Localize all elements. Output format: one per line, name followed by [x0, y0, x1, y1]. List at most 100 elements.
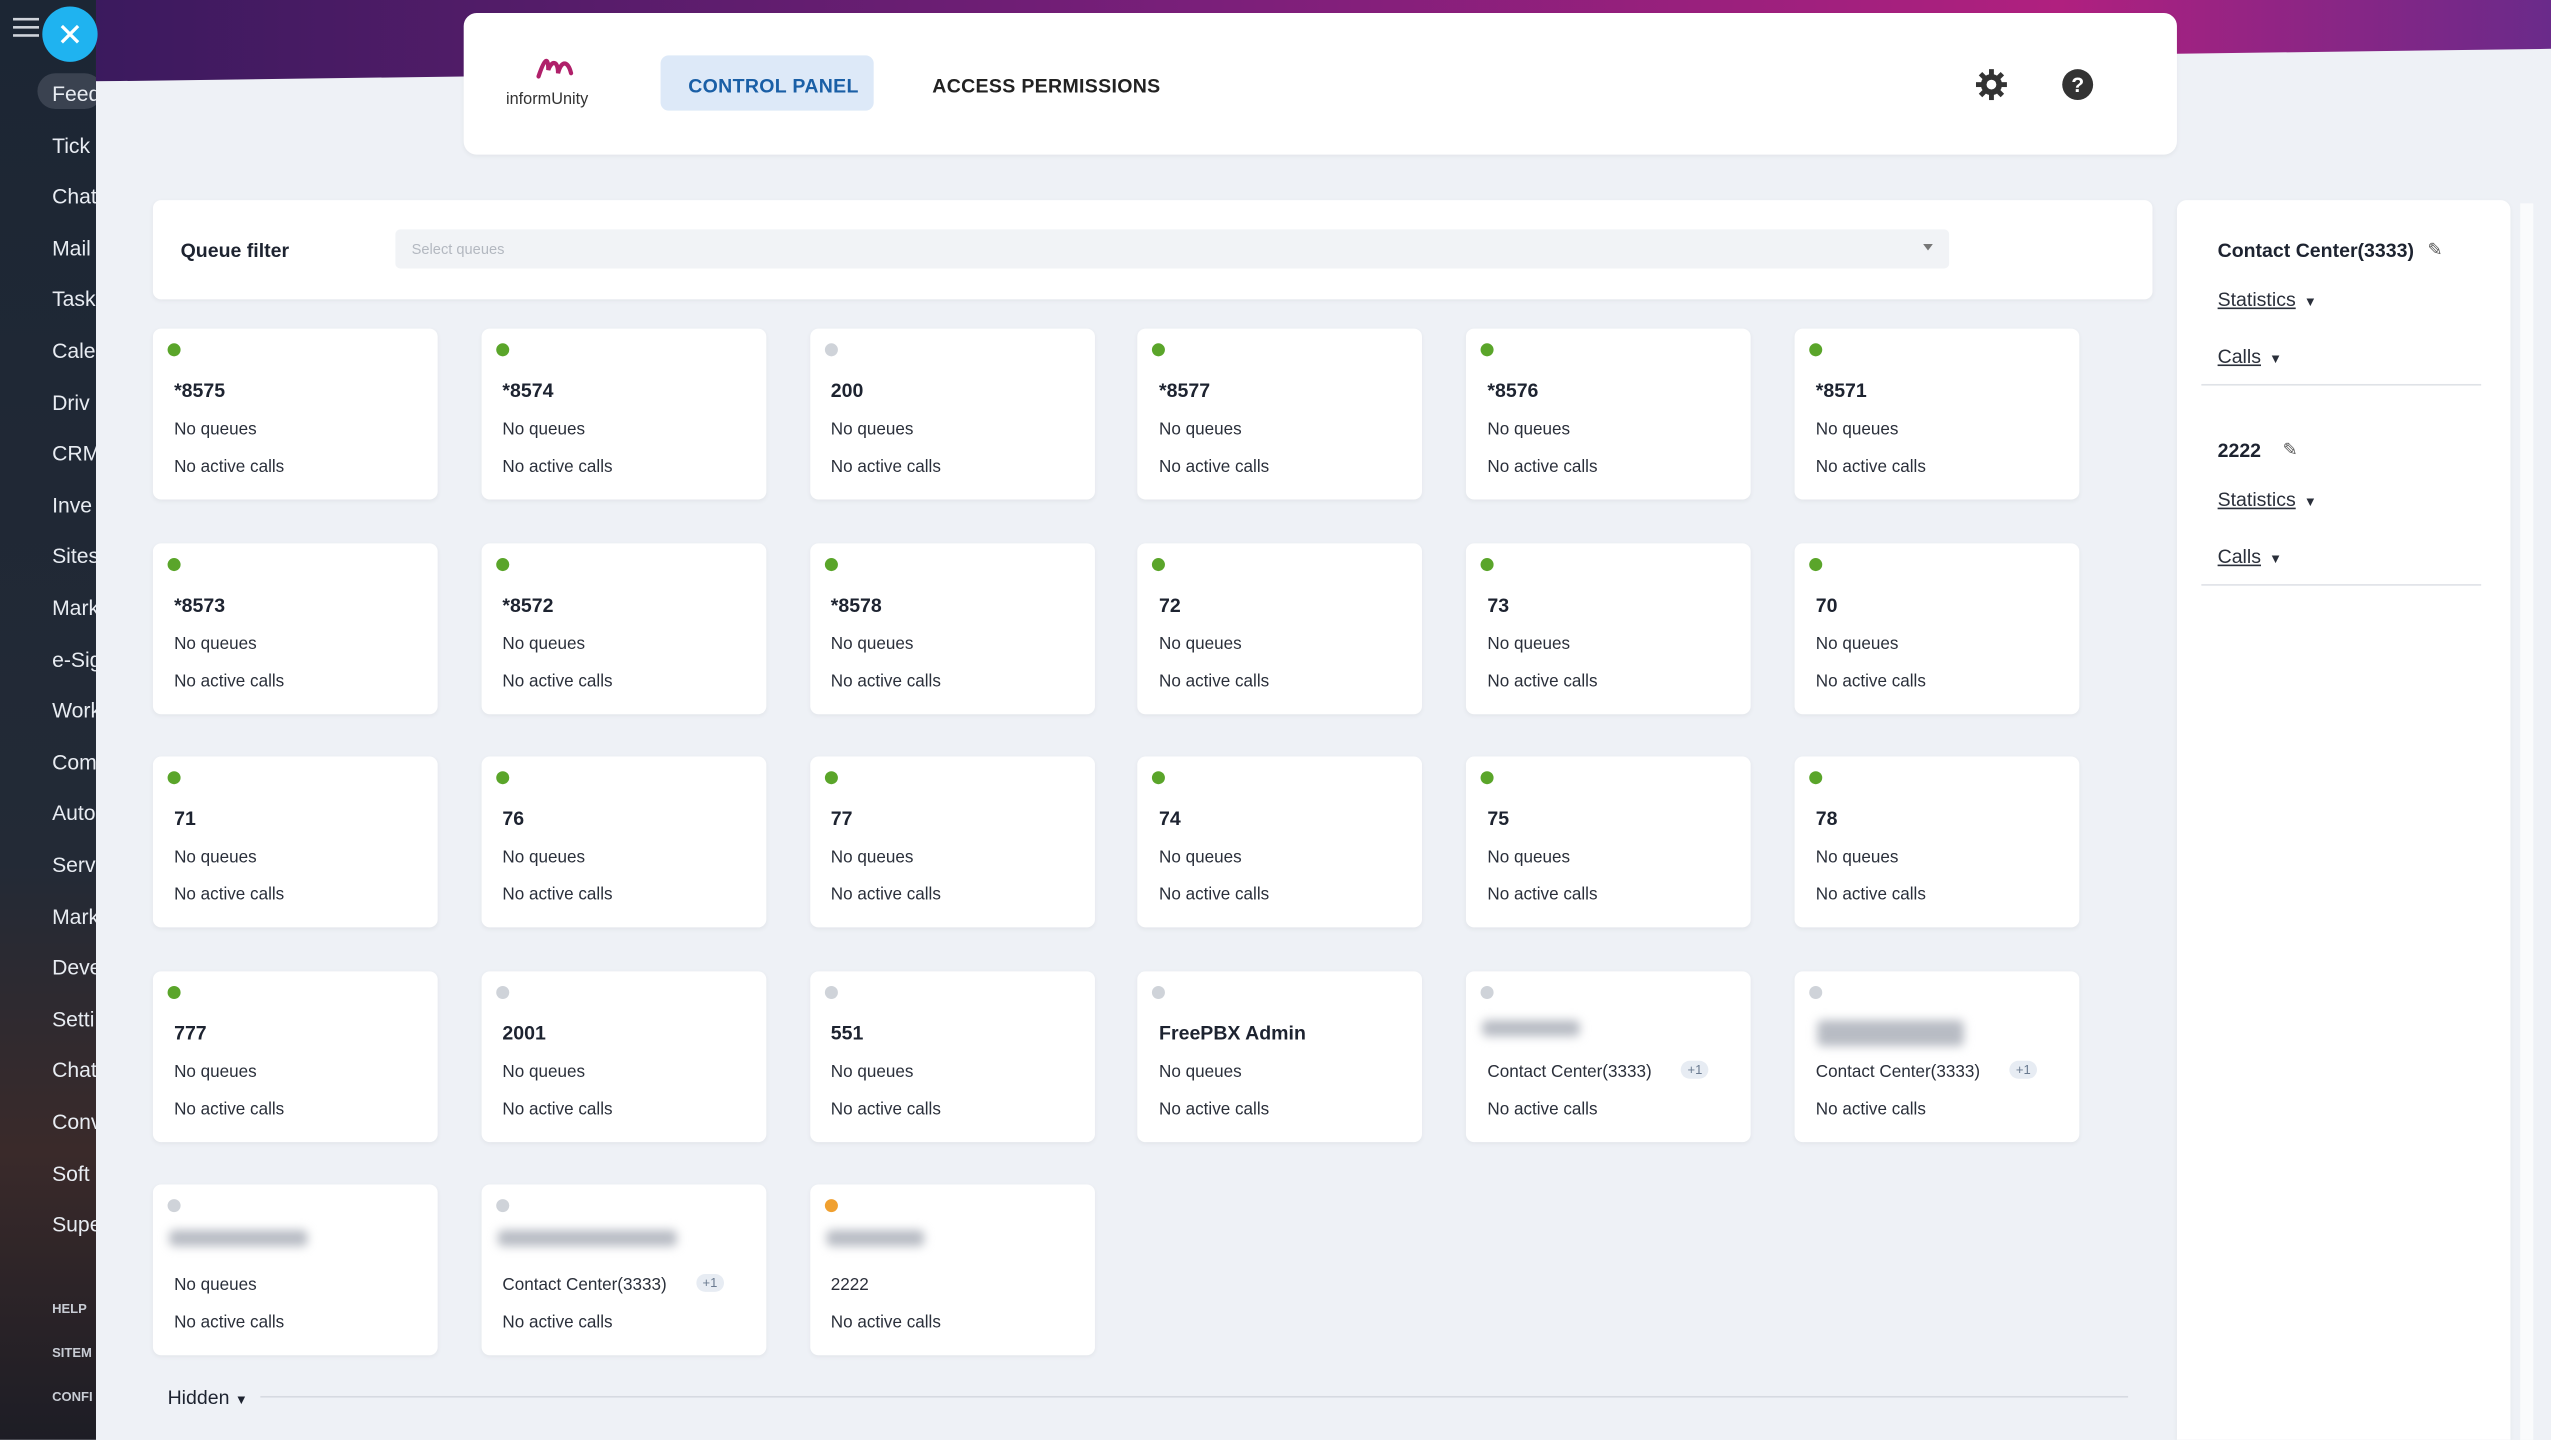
- extension-card[interactable]: Contact Center(3333) +1 No active calls: [1794, 970, 2080, 1142]
- nav-item[interactable]: Tick: [52, 132, 91, 158]
- extension-card[interactable]: *8571 No queues No active calls: [1794, 328, 2080, 500]
- extension-card[interactable]: 551 No queues No active calls: [809, 970, 1095, 1142]
- nav-item[interactable]: Chat: [52, 1058, 96, 1083]
- calls-text: No active calls: [502, 671, 613, 691]
- extension-card[interactable]: *8575 No queues No active calls: [152, 328, 438, 500]
- calls-text: No active calls: [502, 457, 613, 477]
- queues-text: No queues: [1159, 847, 1242, 868]
- extension-card[interactable]: 70 No queues No active calls: [1794, 542, 2080, 714]
- extension-card[interactable]: 71 No queues No active calls: [152, 756, 438, 928]
- extension-card[interactable]: *8578 No queues No active calls: [809, 542, 1095, 714]
- nav-item[interactable]: Supe: [52, 1212, 96, 1237]
- extension-card[interactable]: 2222 No active calls: [809, 1184, 1095, 1356]
- nav-item[interactable]: Deve: [52, 955, 96, 980]
- calls-text: No active calls: [502, 1099, 613, 1119]
- calls-text: No active calls: [830, 1099, 941, 1119]
- extension-card[interactable]: *8574 No queues No active calls: [481, 328, 766, 500]
- nav-item[interactable]: Task: [52, 286, 96, 312]
- link-label[interactable]: Statistics: [2217, 488, 2296, 511]
- extension-card[interactable]: FreePBX Admin No queues No active calls: [1137, 970, 1423, 1142]
- panel-link[interactable]: Calls ▼: [2218, 545, 2282, 568]
- extension-card[interactable]: 76 No queues No active calls: [481, 756, 766, 928]
- extension-card[interactable]: 73 No queues No active calls: [1466, 542, 1751, 714]
- panel-link[interactable]: Statistics ▼: [2218, 488, 2317, 511]
- nav-item[interactable]: Com: [52, 749, 96, 775]
- queues-text: 2222: [830, 1275, 869, 1296]
- panel-link[interactable]: Statistics ▼: [2218, 288, 2317, 311]
- nav-item[interactable]: Sites: [52, 544, 96, 569]
- nav-item[interactable]: Conv: [52, 1109, 96, 1135]
- queues-text: No queues: [1487, 633, 1571, 654]
- nav-item[interactable]: Mark: [52, 595, 96, 620]
- calls-text: No active calls: [830, 1312, 941, 1333]
- divider: [2201, 383, 2482, 386]
- edit-icon[interactable]: ✎: [2427, 240, 2443, 261]
- caret: ▼: [234, 1392, 248, 1408]
- extension-card[interactable]: *8577 No queues No active calls: [1137, 328, 1423, 500]
- nav-item[interactable]: e-Sig: [52, 646, 96, 672]
- tab[interactable]: CONTROL PANEL: [688, 74, 859, 98]
- right-panel: [2176, 200, 2511, 1440]
- nav-item[interactable]: Mail: [52, 235, 91, 260]
- caret: ▼: [2303, 294, 2317, 310]
- extension-card[interactable]: No queues No active calls: [152, 1184, 438, 1356]
- queues-text: No queues: [830, 847, 914, 868]
- caret: ▼: [2269, 351, 2283, 367]
- extension-name: FreePBX Admin: [1159, 1020, 1306, 1044]
- calls-text: No active calls: [1159, 457, 1270, 477]
- nav-item[interactable]: Mark: [52, 903, 96, 929]
- edit-icon[interactable]: ✎: [2282, 440, 2298, 461]
- nav-footer[interactable]: HELP: [52, 1301, 87, 1317]
- extension-card[interactable]: Contact Center(3333) +1 No active calls: [481, 1184, 766, 1356]
- extension-card[interactable]: 78 No queues No active calls: [1794, 756, 2080, 928]
- link-label[interactable]: Statistics: [2217, 287, 2296, 311]
- nav-item[interactable]: Feed: [52, 81, 96, 106]
- help-icon[interactable]: ?: [2061, 68, 2094, 101]
- select-placeholder: Select queues: [411, 240, 505, 258]
- extension-card[interactable]: 777 No queues No active calls: [152, 970, 438, 1142]
- queues-text: Contact Center(3333): [1815, 1061, 1981, 1082]
- nav-footer[interactable]: SITEM: [52, 1345, 92, 1361]
- tab-active-bg: [660, 55, 874, 111]
- extension-card[interactable]: 75 No queues No active calls: [1466, 756, 1751, 928]
- extension-card[interactable]: 77 No queues No active calls: [809, 756, 1095, 928]
- nav-footer[interactable]: CONFI: [52, 1389, 93, 1405]
- nav-item[interactable]: CRM: [52, 441, 96, 466]
- extension-card[interactable]: 2001 No queues No active calls: [481, 970, 766, 1142]
- panel-link[interactable]: Calls ▼: [2218, 345, 2282, 368]
- nav-item[interactable]: Cale: [52, 338, 96, 363]
- status-dot: [167, 343, 181, 357]
- extension-card[interactable]: *8573 No queues No active calls: [152, 542, 438, 714]
- menu-icon[interactable]: [13, 16, 40, 39]
- link-label[interactable]: Calls: [2217, 344, 2261, 368]
- close-button[interactable]: [41, 5, 100, 64]
- extension-card[interactable]: 72 No queues No active calls: [1137, 542, 1423, 714]
- hidden-toggle[interactable]: Hidden ▼: [168, 1386, 248, 1409]
- extension-card[interactable]: 74 No queues No active calls: [1137, 756, 1423, 928]
- settings-icon[interactable]: [1975, 68, 2008, 101]
- nav-item[interactable]: Work: [52, 698, 96, 723]
- nav-item[interactable]: Driv: [52, 389, 90, 415]
- extension-card[interactable]: *8572 No queues No active calls: [481, 542, 766, 714]
- queues-text: No queues: [174, 1061, 257, 1082]
- calls-text: No active calls: [830, 457, 941, 477]
- extension-card[interactable]: 200 No queues No active calls: [809, 328, 1095, 500]
- queue-select[interactable]: Select queues: [395, 229, 1950, 269]
- nav-item[interactable]: Soft: [52, 1161, 90, 1186]
- extension-name: *8572: [502, 593, 554, 616]
- tab[interactable]: ACCESS PERMISSIONS: [932, 74, 1161, 98]
- calls-text: No active calls: [174, 1099, 285, 1119]
- extension-card[interactable]: *8576 No queues No active calls: [1466, 328, 1751, 500]
- nav-item[interactable]: Auto: [52, 801, 96, 826]
- nav-item[interactable]: Setti: [52, 1006, 95, 1032]
- nav-item[interactable]: Serv: [52, 852, 96, 877]
- hidden-label: Hidden: [167, 1386, 230, 1409]
- nav-item[interactable]: Chat: [52, 184, 96, 209]
- link-label[interactable]: Calls: [2217, 545, 2261, 568]
- nav-item[interactable]: Inve: [52, 492, 93, 518]
- filter-label: Queue filter: [180, 239, 290, 262]
- svg-text:?: ?: [2071, 74, 2084, 97]
- extension-card[interactable]: Contact Center(3333) +1 No active calls: [1466, 970, 1751, 1142]
- status-dot: [1152, 771, 1166, 785]
